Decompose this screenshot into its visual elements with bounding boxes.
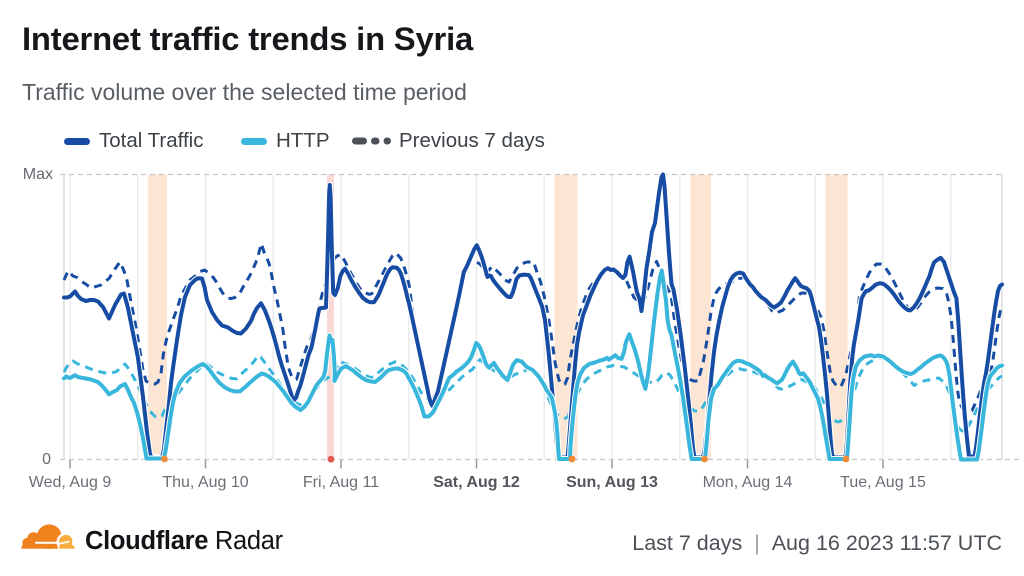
svg-text:Sat, Aug 12: Sat, Aug 12 (433, 474, 520, 491)
svg-text:Sun, Aug 13: Sun, Aug 13 (566, 474, 658, 491)
svg-text:Thu, Aug 10: Thu, Aug 10 (162, 474, 248, 491)
svg-text:Tue, Aug 15: Tue, Aug 15 (840, 474, 926, 491)
svg-text:Mon, Aug 14: Mon, Aug 14 (703, 474, 793, 491)
svg-text:0: 0 (42, 451, 51, 468)
svg-text:Wed, Aug 9: Wed, Aug 9 (29, 474, 112, 491)
svg-text:Fri, Aug 11: Fri, Aug 11 (303, 474, 379, 491)
svg-text:Max: Max (23, 166, 53, 183)
